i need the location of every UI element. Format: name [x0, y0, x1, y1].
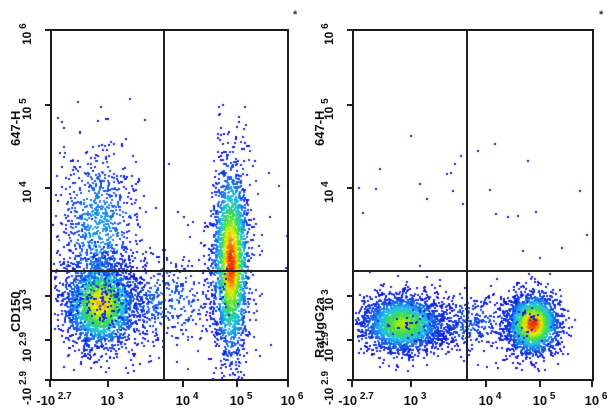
- y-tick-label: 10 2.9: [18, 331, 34, 362]
- x-tick-mark: [539, 381, 541, 387]
- y-tick-mark: [347, 187, 352, 189]
- y-tick-label: 10 5: [320, 97, 336, 120]
- x-tick-mark: [485, 381, 487, 387]
- y-tick-label: 10 6: [320, 22, 336, 45]
- y-tick-mark: [347, 339, 352, 341]
- x-tick-label: 10 5: [532, 391, 556, 408]
- y-tick-mark: [45, 295, 50, 297]
- y-tick-label: 10 3: [18, 288, 34, 311]
- x-tick-mark: [49, 381, 51, 387]
- x-tick-label: -10 2.7: [338, 391, 374, 408]
- y-tick-label: 10 2.9: [320, 331, 336, 362]
- y-tick-label: 10 5: [18, 97, 34, 120]
- annotation-asterisk: *: [599, 9, 604, 21]
- x-tick-label: 10 4: [175, 391, 199, 408]
- x-tick-mark: [410, 381, 412, 387]
- x-tick-label: 10 6: [584, 391, 608, 408]
- x-tick-mark: [182, 381, 184, 387]
- y-tick-mark: [45, 339, 50, 341]
- right-plot-panel: Rat IgG2a 647-H * 10 6 10 5 10 4 10 3 10 2.9…: [304, 0, 608, 417]
- annotation-asterisk: *: [293, 9, 298, 21]
- left-plot-panel: CD150 647-H * 10 6 10 5 10 4 10 3 10 2.9 -10 …: [8, 9, 304, 408]
- x-tick-mark: [287, 381, 289, 387]
- quadrant-gate-vertical[interactable]: [466, 31, 468, 379]
- y-tick-mark: [347, 29, 352, 31]
- y-tick-mark: [347, 295, 352, 297]
- y-tick-label: 10 4: [320, 180, 336, 203]
- y-tick-mark: [45, 104, 50, 106]
- quadrant-gate-vertical[interactable]: [163, 31, 165, 379]
- y-tick-label: -10 2.9: [320, 370, 336, 405]
- x-tick-mark: [236, 381, 238, 387]
- x-tick-mark: [351, 381, 353, 387]
- y-tick-mark: [45, 187, 50, 189]
- y-tick-label: -10 2.9: [18, 370, 34, 405]
- x-tick-mark: [591, 381, 593, 387]
- y-tick-label: 10 6: [18, 22, 34, 45]
- density-dots: [354, 31, 592, 379]
- x-tick-label: 10 3: [100, 391, 124, 408]
- y-tick-mark: [45, 29, 50, 31]
- y-tick-mark: [347, 104, 352, 106]
- x-tick-label: -10 2.7: [36, 391, 72, 408]
- quadrant-gate-horizontal[interactable]: [354, 270, 592, 272]
- x-tick-label: 10 6: [280, 391, 304, 408]
- x-tick-mark: [107, 381, 109, 387]
- scatter-plot-area: [352, 29, 594, 381]
- x-tick-label: 10 4: [478, 391, 502, 408]
- y-tick-label: 10 3: [320, 288, 336, 311]
- scatter-plot-area: [50, 29, 289, 381]
- x-tick-label: 10 3: [403, 391, 427, 408]
- y-tick-mark: [45, 379, 50, 381]
- quadrant-gate-horizontal[interactable]: [52, 270, 287, 272]
- y-tick-mark: [347, 379, 352, 381]
- y-tick-label: 10 4: [18, 180, 34, 203]
- density-dots: [52, 31, 287, 379]
- x-tick-label: 10 5: [229, 391, 253, 408]
